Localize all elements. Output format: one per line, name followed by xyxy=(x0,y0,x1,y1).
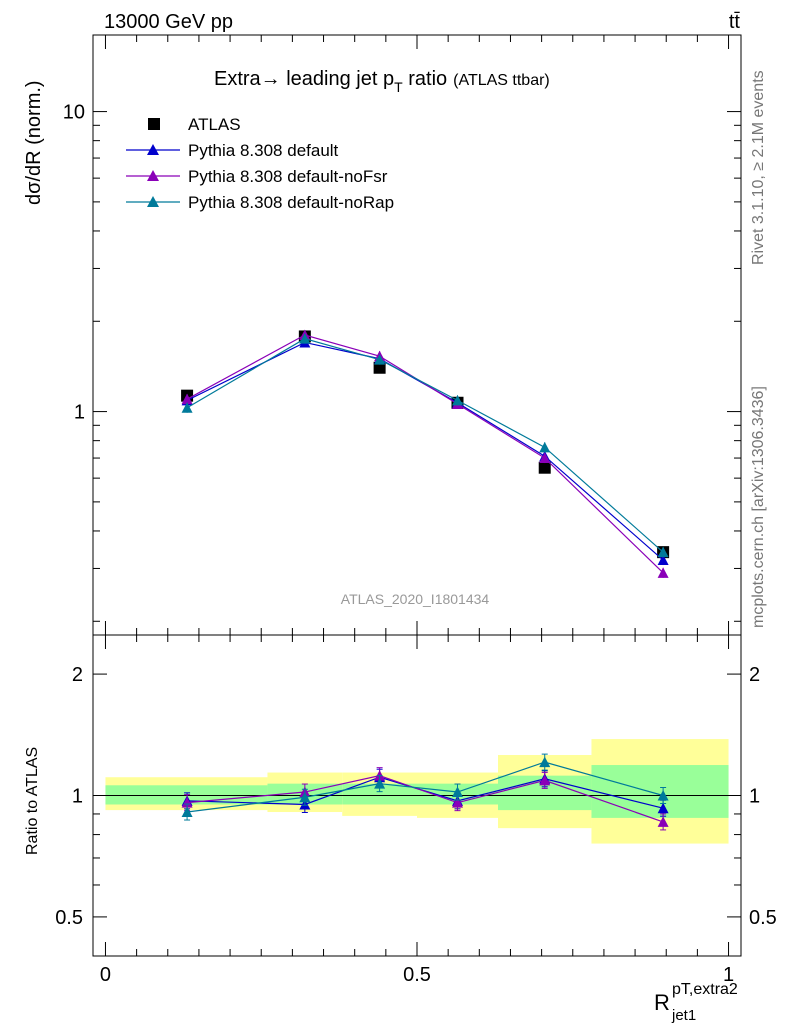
main-title-prefix: Extra→ leading jet p xyxy=(214,68,394,90)
series-line xyxy=(186,341,664,561)
x-label-main: R xyxy=(654,990,670,1015)
data-point-triangle xyxy=(657,567,669,578)
x-tick-label: 1 xyxy=(723,964,734,986)
legend-label: ATLAS xyxy=(188,115,241,134)
legend-label: Pythia 8.308 default xyxy=(188,141,339,160)
ratio-point-triangle xyxy=(181,797,193,808)
ratio-point-triangle xyxy=(299,791,311,803)
ratio-series xyxy=(181,753,669,831)
x-axis-label: R pT,extra2 jet1 xyxy=(654,981,738,1024)
x-label-sub: jet1 xyxy=(671,1007,696,1024)
main-y-tick-label: 1 xyxy=(74,402,85,424)
legend-marker-square xyxy=(148,118,160,130)
x-tick-label: 0 xyxy=(100,964,111,986)
ratio-y-tick-label-right: 0.5 xyxy=(749,907,777,929)
ratio-y-tick-label-right: 2 xyxy=(749,664,760,686)
data-point-square xyxy=(538,461,551,474)
series-line xyxy=(186,338,664,553)
ratio-bands xyxy=(105,739,729,844)
header-right: tt̄ xyxy=(729,11,741,33)
ratio-y-ticks: 0.5 0.5 1 1 2 2 xyxy=(55,664,777,957)
ratio-point-triangle xyxy=(452,797,463,808)
legend-marker-triangle xyxy=(147,196,159,207)
main-y-tick-label: 10 xyxy=(63,102,85,124)
data-point-triangle xyxy=(299,333,311,344)
data-point-triangle xyxy=(374,354,386,365)
data-point-triangle xyxy=(539,452,551,464)
ratio-y-tick-label-left: 0.5 xyxy=(55,907,83,929)
legend: ATLAS Pythia 8.308 default Pythia 8.308 de… xyxy=(126,115,394,212)
main-title: Extra→ leading jet pT ratio (ATLAS ttbar) xyxy=(214,68,550,95)
ratio-series-line xyxy=(187,761,664,813)
svg-text:dσ/dR (norm.): dσ/dR (norm.) xyxy=(23,80,45,205)
ratio-series-line xyxy=(187,775,664,823)
data-point-triangle xyxy=(452,394,463,406)
mcplots-label: mcplots.cern.ch [arXiv:1306.3436] xyxy=(750,386,767,628)
ratio-point-triangle xyxy=(657,816,669,827)
main-series xyxy=(181,329,670,578)
data-point-triangle xyxy=(539,441,551,453)
legend-marker-triangle xyxy=(147,144,159,155)
ratio-point-triangle xyxy=(374,778,386,789)
main-y-axis-label: dσ/dR (norm.) xyxy=(23,80,45,205)
main-title-suffix: ratio xyxy=(403,68,447,90)
uncertainty-band-green xyxy=(342,783,417,805)
main-title-small: (ATLAS ttbar) xyxy=(453,72,550,89)
x-tick-label: 0.5 xyxy=(403,964,431,986)
data-point-triangle xyxy=(657,546,669,558)
ratio-point-triangle xyxy=(539,756,551,768)
ratio-y-tick-label-left: 1 xyxy=(72,786,83,808)
data-point-square xyxy=(373,361,386,374)
ratio-point-triangle xyxy=(181,806,193,818)
ratio-y-tick-label-right: 1 xyxy=(749,786,760,808)
ratio-y-label: Ratio to ATLAS xyxy=(24,747,41,855)
x-label-sup: pT,extra2 xyxy=(672,981,738,998)
y-label-main: dσ/dR (norm.) xyxy=(23,80,45,205)
series-line xyxy=(186,334,664,574)
rivet-label: Rivet 3.1.10, ≥ 2.1M events xyxy=(750,70,767,265)
legend-marker-triangle xyxy=(147,170,159,181)
ratio-point-triangle xyxy=(452,786,463,798)
ratio-x-ticks: 0 0.5 1 xyxy=(100,635,734,986)
ratio-y-tick-label-left: 2 xyxy=(72,664,83,686)
ratio-point-triangle xyxy=(657,802,669,814)
main-y-ticks: 1 10 xyxy=(63,102,741,622)
legend-label: Pythia 8.308 default-noFsr xyxy=(188,167,388,186)
main-x-ticks xyxy=(104,35,730,635)
ratio-point-triangle xyxy=(539,774,551,786)
ratio-point-triangle xyxy=(657,790,669,801)
data-point-triangle xyxy=(181,402,193,413)
watermark: ATLAS_2020_I1801434 xyxy=(341,591,490,607)
main-title-sub: T xyxy=(394,79,403,95)
data-point-triangle xyxy=(181,393,193,405)
legend-label: Pythia 8.308 default-noRap xyxy=(188,193,394,212)
data-point-triangle xyxy=(657,554,669,566)
header-left: 13000 GeV pp xyxy=(104,11,233,33)
